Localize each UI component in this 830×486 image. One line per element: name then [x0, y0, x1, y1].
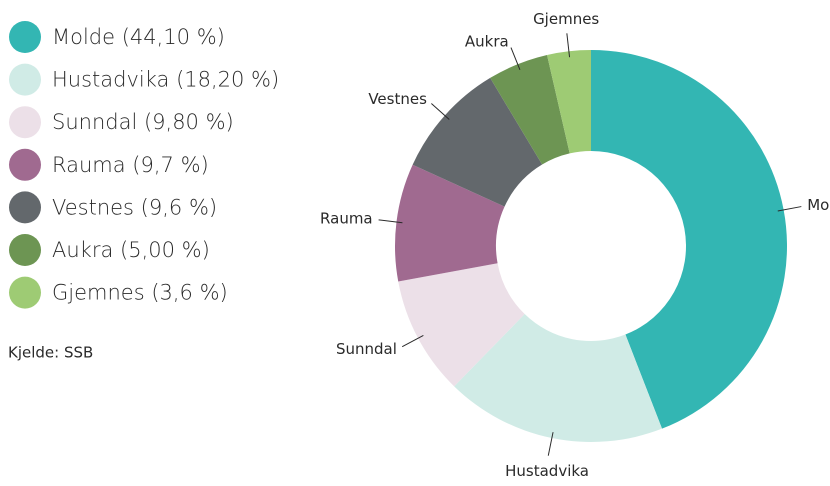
slice-label: Rauma	[320, 210, 373, 228]
slice	[547, 50, 591, 154]
slice	[591, 50, 787, 429]
legend-swatch	[9, 234, 41, 266]
legend-entry: Sunndal (9,80 %)	[52, 110, 234, 134]
leader-line	[378, 219, 403, 224]
slice	[398, 263, 525, 387]
legend-swatch	[9, 148, 41, 181]
leader-line	[510, 47, 521, 70]
legend-entry: Hustadvika (18,20 %)	[52, 68, 279, 92]
legend-swatch	[9, 63, 41, 96]
leader-line	[566, 33, 571, 58]
slice	[490, 54, 570, 165]
slice-label: Hustadvika	[505, 462, 589, 480]
legend-entry: Molde (44,10 %)	[52, 25, 225, 49]
slice	[454, 314, 663, 442]
legend-entry: Vestnes (9,6 %)	[52, 195, 217, 219]
slice-label: Molde	[807, 196, 830, 214]
leader-line	[401, 334, 424, 348]
slice-label: Vestnes	[368, 90, 427, 108]
legend-swatch	[9, 21, 41, 53]
legend-entry: Gjemnes (3,6 %)	[52, 281, 228, 305]
legend-swatch	[9, 276, 41, 309]
slice-label: Sunndal	[336, 340, 397, 358]
legend-swatch	[9, 191, 41, 224]
leader-line	[777, 206, 802, 212]
slice	[395, 164, 505, 282]
legend-entry: Aukra (5,00 %)	[52, 238, 210, 262]
slice-label: Gjemnes	[533, 10, 599, 28]
legend-swatch	[9, 106, 41, 139]
legend-entry: Rauma (9,7 %)	[52, 153, 209, 177]
slice	[412, 77, 543, 207]
leader-line	[547, 432, 554, 456]
source: Kjelde: SSB	[8, 344, 93, 362]
slice-label: Aukra	[465, 32, 509, 50]
leader-line	[431, 103, 450, 120]
